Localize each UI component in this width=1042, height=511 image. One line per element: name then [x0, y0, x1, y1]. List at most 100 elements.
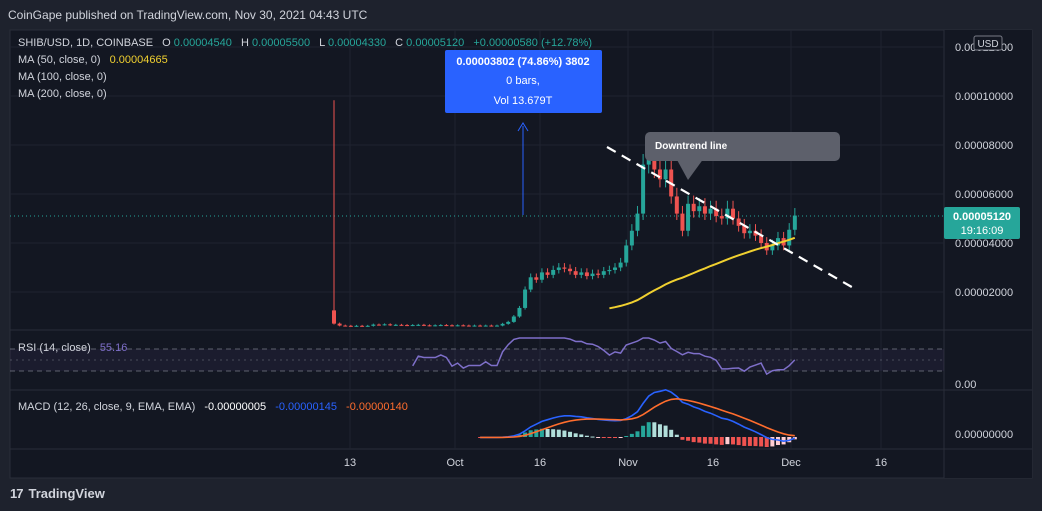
macd-hist-bar: [618, 437, 623, 438]
price-tick-label: 0.00006000: [955, 189, 1013, 201]
candle-body: [438, 325, 443, 327]
price-tick-label: 0.00010000: [955, 91, 1013, 103]
legend-h-value: 0.00005500: [252, 37, 310, 49]
macd-hist-bar: [714, 437, 719, 445]
macd-hist-bar: [584, 435, 589, 437]
macd-hist-bar: [702, 437, 707, 444]
macd-hist-bar: [697, 437, 702, 443]
candle-body: [343, 325, 348, 327]
currency-label: USD: [977, 39, 998, 50]
macd-hist-bar: [539, 428, 544, 437]
candle-body: [641, 164, 646, 214]
candle-body: [792, 215, 797, 230]
macd-hist-bar: [708, 437, 713, 444]
candle-body: [775, 238, 780, 246]
time-tick-label: Nov: [618, 457, 638, 469]
currency-button[interactable]: [973, 35, 1003, 51]
countdown-label: 19:16:09: [961, 225, 1004, 237]
candle-body: [478, 325, 483, 327]
candle-body: [674, 196, 679, 214]
macd-hist-bar: [590, 436, 595, 438]
candle-body: [613, 267, 617, 270]
candle-body: [382, 324, 387, 326]
macd-hist-bar: [579, 434, 584, 437]
tooltip-line2: 0 bars,: [506, 75, 540, 87]
candle-body: [506, 321, 511, 324]
candle-body: [360, 325, 365, 327]
macd-hist-bar: [747, 437, 752, 446]
macd-hist-bar: [556, 429, 561, 437]
candle-body: [472, 325, 477, 327]
candle-body: [511, 316, 516, 322]
rsi-line: [412, 337, 796, 376]
macd-legend: MACD (12, 26, close, 9, EMA, EMA) -0.000…: [18, 401, 408, 413]
candle-body: [371, 324, 376, 326]
candle-body: [427, 325, 432, 327]
candle-body: [579, 272, 584, 275]
tradingview-logo-icon: 17: [10, 486, 24, 501]
tooltip-line3: Vol 13.679T: [494, 95, 553, 107]
footer-brand-text: TradingView: [28, 486, 105, 501]
candle-body: [416, 324, 421, 326]
macd-hist-bar: [770, 437, 775, 447]
macd-hist-bar: [646, 422, 651, 437]
candle-body: [787, 229, 792, 246]
footer-brand[interactable]: 17 TradingView: [10, 486, 105, 501]
macd-hist-bar: [629, 433, 634, 437]
candle-body: [539, 272, 544, 280]
candle-body: [719, 216, 724, 219]
time-tick-label: Oct: [446, 457, 463, 469]
macd-hist-bar: [691, 437, 696, 443]
candle-body: [702, 206, 707, 214]
time-tick-label: 16: [707, 457, 719, 469]
candle-body: [365, 325, 370, 327]
callout-pointer: [676, 158, 704, 180]
measure-tooltip: [445, 50, 602, 113]
candle-body: [714, 208, 719, 217]
macd-signal-value: -0.00000140: [346, 401, 408, 413]
macd-hist-value: -0.00000005: [204, 401, 266, 413]
macd-hist-bar: [545, 429, 550, 437]
macd-histogram: [478, 422, 797, 448]
macd-hist-bar: [753, 437, 758, 447]
time-tick-label: 16: [875, 457, 887, 469]
macd-hist-bar: [551, 429, 556, 437]
candle-body: [686, 203, 691, 231]
downtrend-line: [606, 146, 858, 291]
callout-text: Downtrend line: [655, 141, 728, 152]
price-tick-label: 0.00002000: [955, 287, 1013, 299]
candle-body: [556, 267, 561, 270]
legend-o-label: O: [162, 37, 171, 49]
time-axis-ticks: 13 Oct 16 Nov 16 Dec 16: [344, 457, 887, 469]
macd-hist-bar: [601, 437, 606, 438]
macd-hist-bar: [719, 437, 724, 445]
candle-body: [489, 325, 494, 327]
macd-macd-value: -0.00000145: [275, 401, 337, 413]
candle-body: [601, 271, 606, 275]
candle-body: [354, 325, 359, 327]
candle-body: [624, 245, 629, 263]
macd-hist-bar: [669, 429, 674, 437]
macd-line: [480, 388, 796, 443]
time-tick-label: Dec: [781, 457, 801, 469]
candle-body: [450, 325, 455, 327]
candle-body: [568, 268, 573, 272]
candle-body: [742, 225, 747, 234]
candle-body: [551, 269, 556, 275]
macd-signal-line: [480, 397, 795, 439]
legend-l-value: 0.00004330: [328, 37, 386, 49]
candle-body: [348, 325, 353, 327]
candle-body: [528, 277, 533, 290]
macd-hist-bar: [652, 422, 657, 437]
macd-hist-bar: [775, 437, 780, 446]
candle-body: [725, 208, 730, 219]
legend-c-label: C: [395, 37, 403, 49]
macd-hist-bar: [607, 437, 612, 438]
rsi-legend: RSI (14, close) 55.16: [18, 342, 127, 354]
legend-c-value: 0.00005120: [406, 37, 464, 49]
macd-hist-bar: [641, 425, 646, 437]
ma50-line: [609, 236, 796, 310]
main-legend: SHIB/USD, 1D, COINBASE O 0.00004540 H 0.…: [18, 37, 592, 49]
macd-hist-bar: [573, 433, 578, 437]
